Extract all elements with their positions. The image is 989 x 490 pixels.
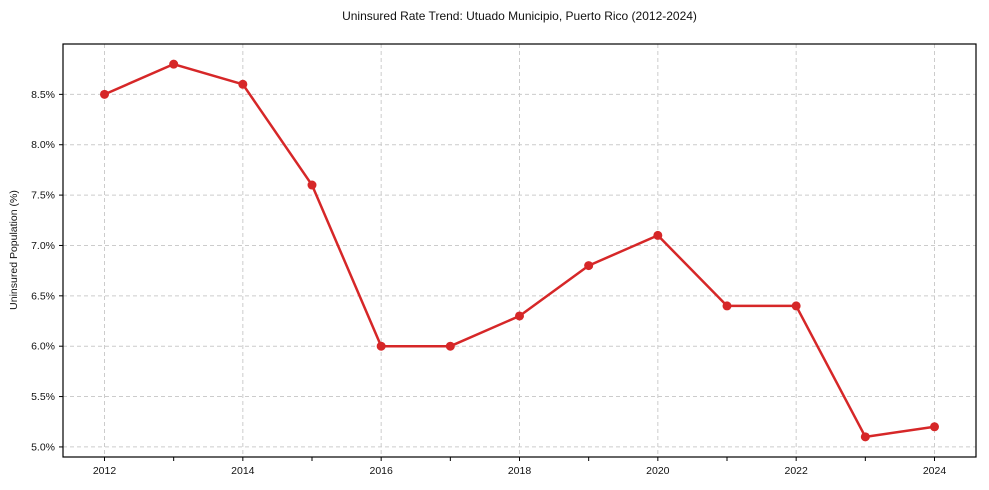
data-point (100, 89, 109, 99)
data-point (445, 341, 455, 351)
x-tick-label: 2018 (508, 465, 532, 477)
data-point (653, 230, 663, 240)
y-tick-label: 8.0% (31, 139, 55, 151)
data-point (515, 311, 524, 321)
data-point (169, 59, 179, 69)
x-tick-label: 2024 (923, 465, 947, 477)
data-point (722, 301, 732, 311)
data-point (860, 432, 870, 442)
data-point (584, 261, 594, 271)
chart-title: Uninsured Rate Trend: Utuado Municipio, … (342, 9, 697, 23)
y-tick-label: 5.5% (31, 391, 55, 403)
data-point (238, 79, 248, 89)
y-tick-label: 6.0% (31, 341, 55, 353)
x-tick-label: 2014 (231, 465, 255, 477)
y-tick-label: 5.0% (31, 441, 55, 453)
x-tick-label: 2022 (784, 465, 808, 477)
x-tick-label: 2020 (646, 465, 670, 477)
data-point (307, 180, 317, 190)
y-tick-label: 7.0% (31, 240, 55, 252)
y-tick-label: 7.5% (31, 190, 55, 202)
y-tick-label: 8.5% (31, 89, 55, 101)
data-point (791, 301, 801, 311)
x-tick-label: 2012 (93, 465, 117, 477)
data-point (376, 341, 386, 351)
data-point (930, 422, 939, 432)
x-tick-label: 2016 (369, 465, 393, 477)
y-tick-label: 6.5% (31, 290, 55, 302)
